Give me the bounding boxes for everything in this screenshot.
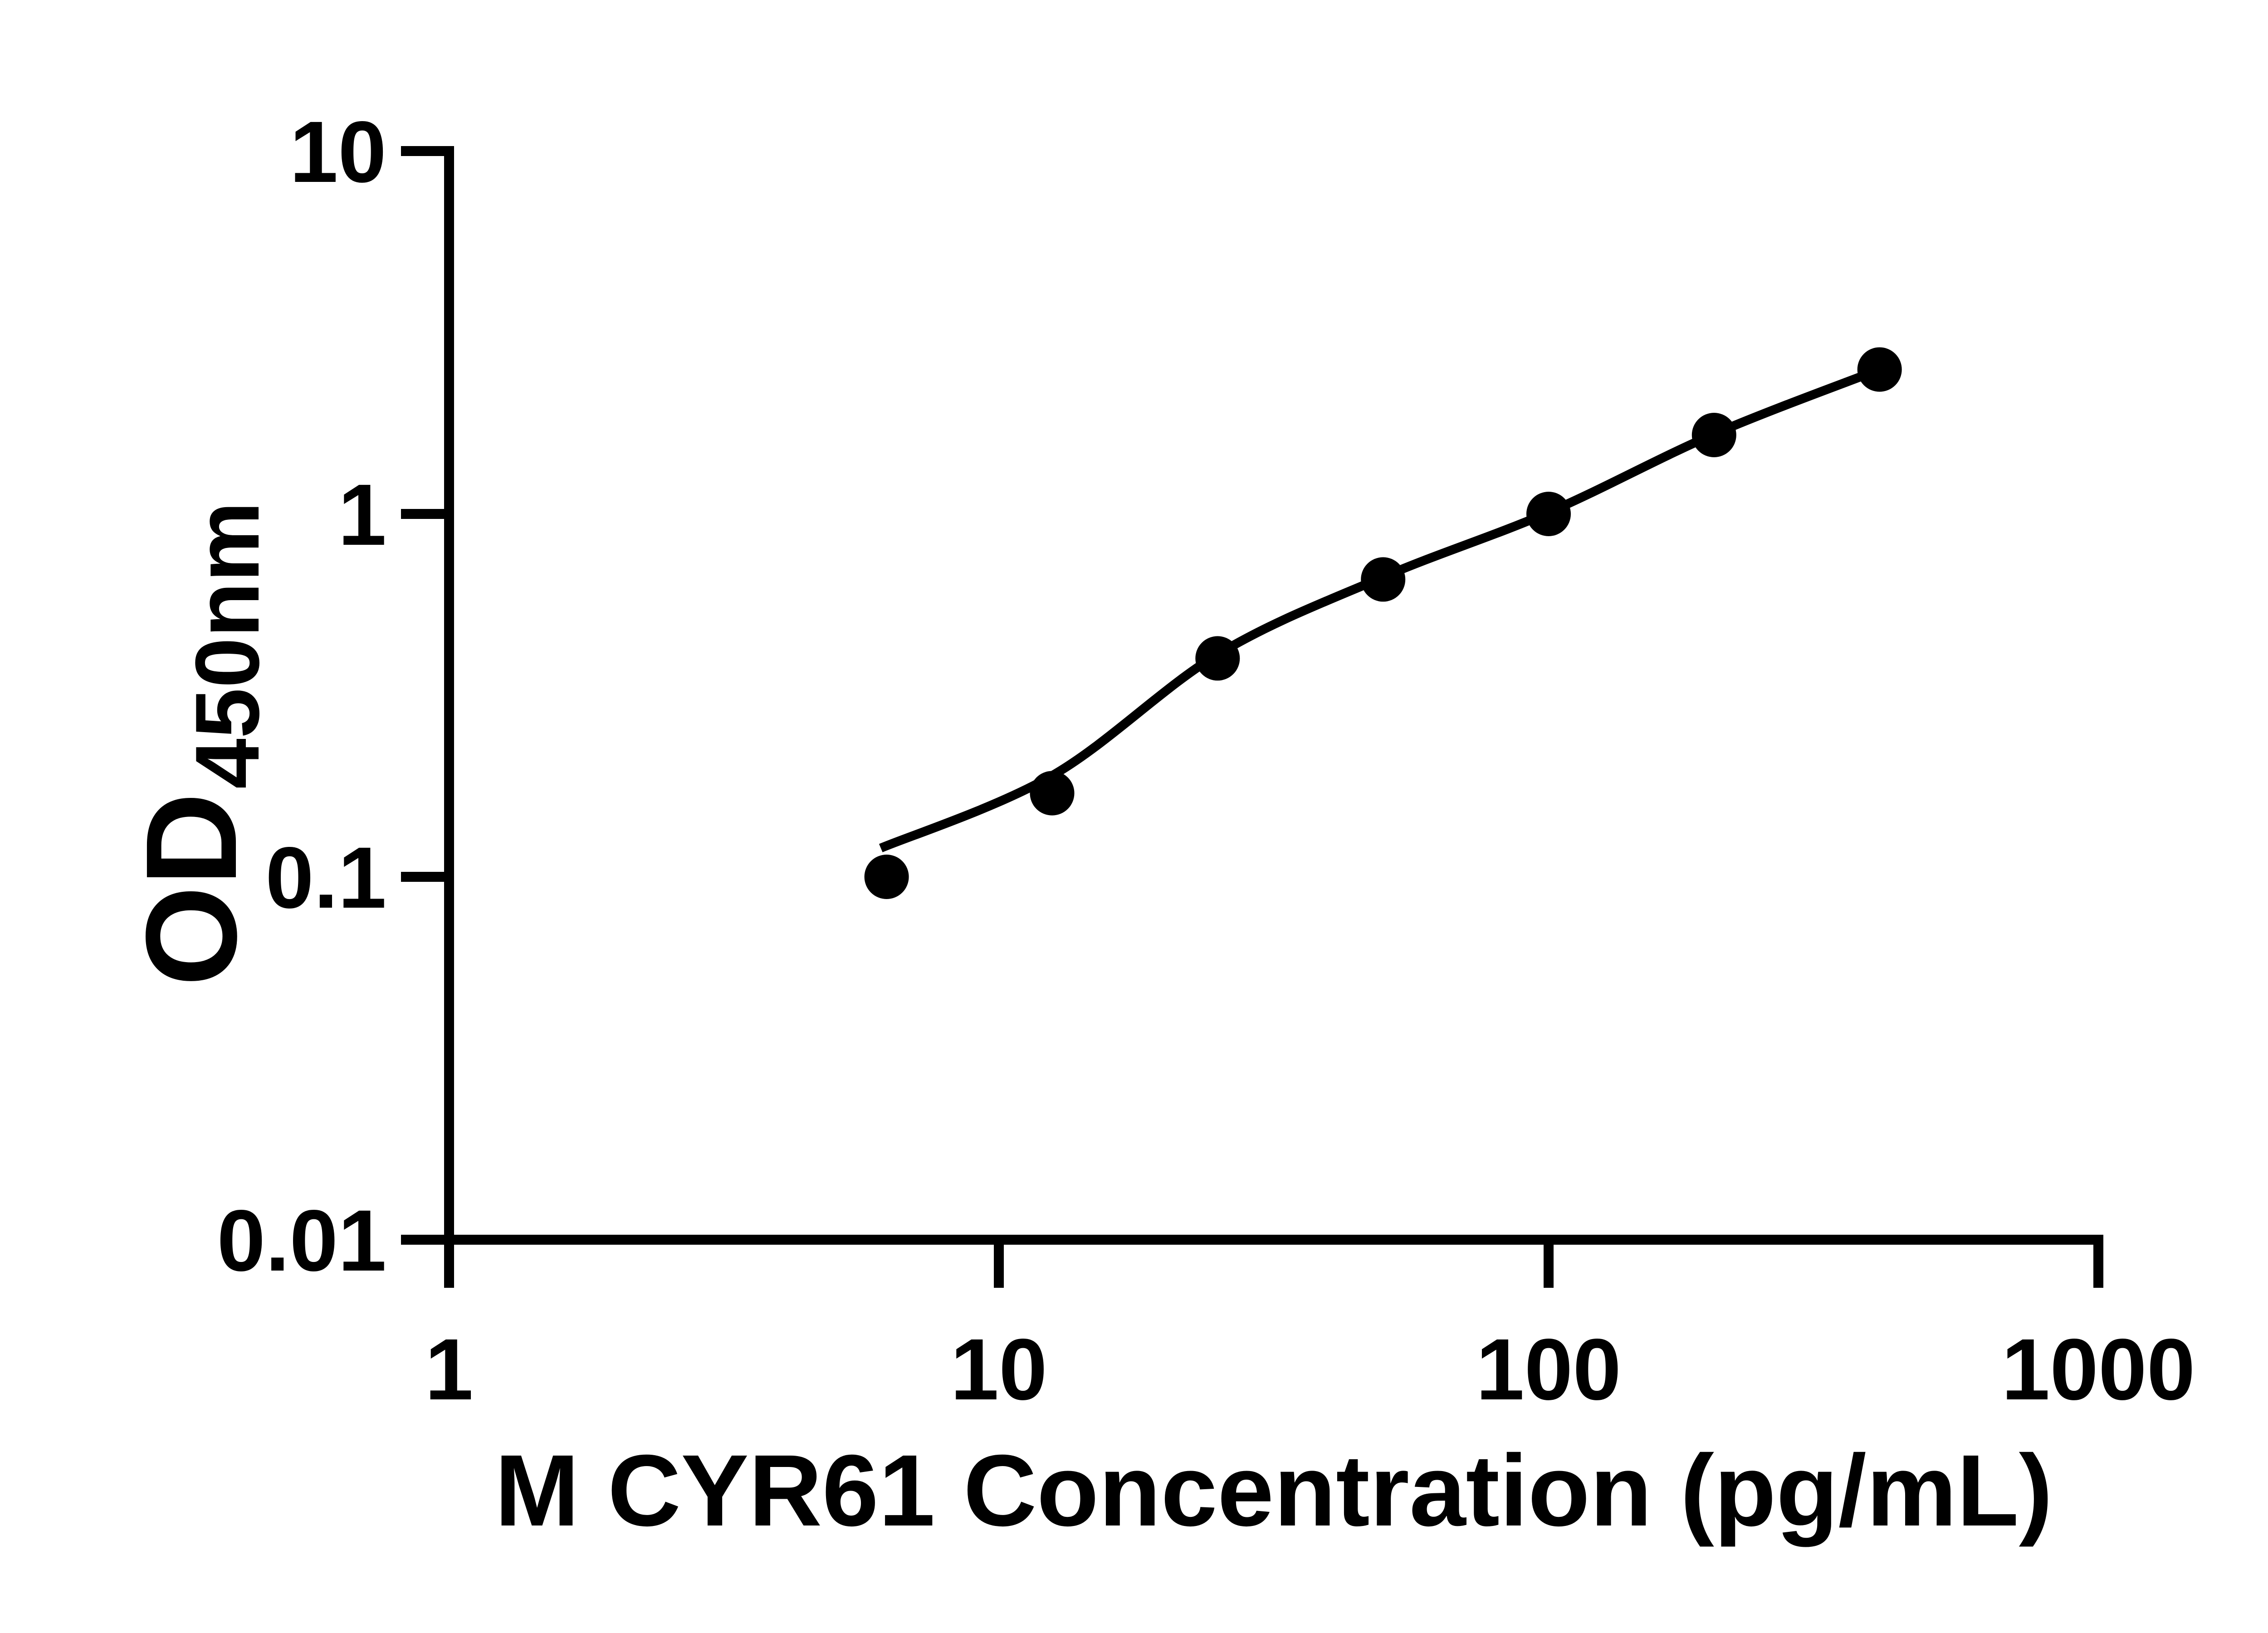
y-tick-label: 0.01 bbox=[217, 1192, 386, 1289]
data-point bbox=[1691, 413, 1736, 457]
data-points-layer bbox=[864, 347, 1902, 899]
data-point bbox=[864, 855, 909, 899]
y-tick-label: 1 bbox=[338, 466, 386, 563]
axes bbox=[410, 146, 2103, 1245]
x-axis-title: M CYR61 Concentration (pg/mL) bbox=[495, 1434, 2053, 1547]
axis-tick-labels: 1 10 100 1000 10 1 0.1 0.01 bbox=[217, 103, 2195, 1418]
y-axis-title-subscript: 450nm bbox=[177, 501, 278, 789]
y-tick-label: 10 bbox=[289, 103, 386, 200]
data-point bbox=[1195, 636, 1240, 681]
x-tick-label: 1 bbox=[425, 1320, 474, 1418]
axis-ticks bbox=[401, 146, 2103, 1288]
x-tick-label: 10 bbox=[950, 1320, 1047, 1418]
data-point bbox=[1857, 347, 1902, 392]
y-tick-label: 0.1 bbox=[265, 829, 386, 926]
data-point bbox=[1526, 492, 1571, 536]
y-axis-title-main: OD bbox=[119, 792, 264, 987]
x-tick-label: 100 bbox=[1476, 1320, 1621, 1418]
x-tick-label: 1000 bbox=[2001, 1320, 2195, 1418]
y-axis-title: OD450nm bbox=[119, 501, 278, 986]
data-point bbox=[1361, 557, 1406, 602]
data-point bbox=[1030, 771, 1075, 816]
